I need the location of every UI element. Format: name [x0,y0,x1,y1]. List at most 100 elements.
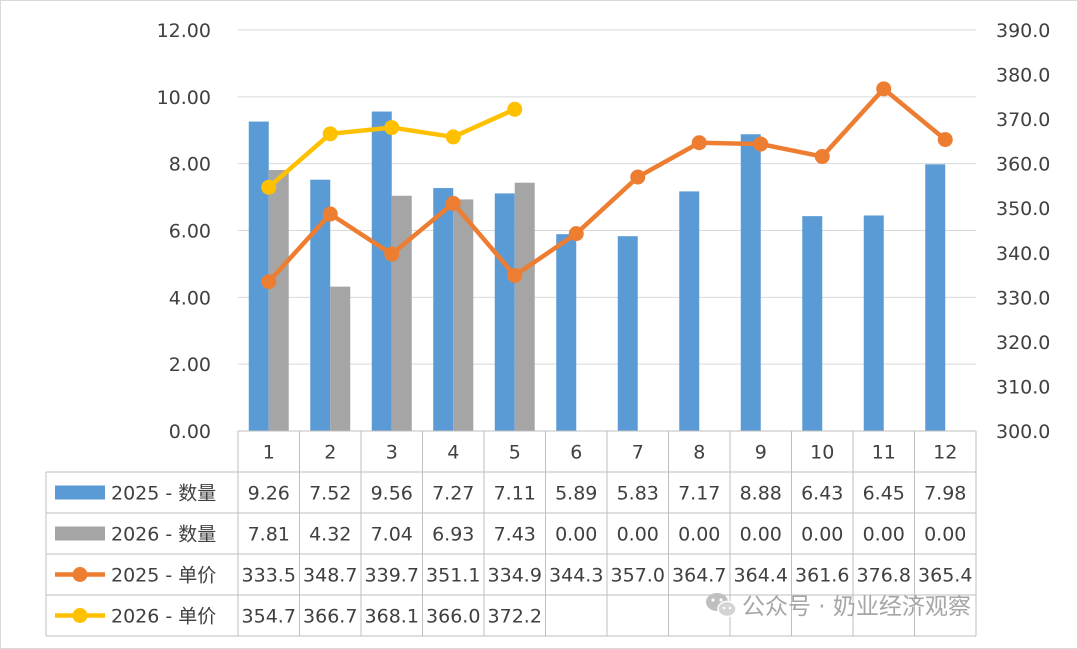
legend-key-marker [72,608,88,623]
data-label: 9.26 [248,483,290,505]
y-right-tick-label: 380.0 [996,65,1050,87]
data-label: 0.00 [678,524,720,546]
y-left-tick-label: 6.00 [169,221,211,243]
y-right-tick-label: 360.0 [996,154,1050,176]
data-label: 376.8 [857,565,911,587]
data-label: 7.98 [924,483,966,505]
data-label: 348.7 [303,565,357,587]
data-label: 6.45 [863,483,905,505]
line-point [261,179,277,195]
data-label: 8.88 [740,483,782,505]
data-label: 334.9 [488,565,542,587]
line-point [876,81,892,97]
data-label: 357.0 [611,565,665,587]
data-label: 351.1 [426,565,480,587]
data-label: 364.4 [734,565,788,587]
line-point [445,195,461,211]
line-point [261,274,277,290]
bar [925,164,946,431]
data-label: 354.7 [242,606,296,628]
bar [433,188,454,431]
data-label: 366.7 [303,606,357,628]
category-label: 5 [509,442,521,464]
category-label: 10 [810,442,834,464]
y-right-tick-label: 300.0 [996,421,1050,443]
category-label: 9 [755,442,767,464]
data-label: 7.43 [494,524,536,546]
data-label: 333.5 [242,565,296,587]
line-point [322,206,338,222]
data-label: 368.1 [365,606,419,628]
data-label: 0.00 [740,524,782,546]
data-label: 361.6 [795,565,849,587]
category-label: 2 [324,442,336,464]
data-label: 364.7 [672,565,726,587]
data-label: 0.00 [555,524,597,546]
line-point [753,136,769,152]
data-label: 0.00 [801,524,843,546]
bar [310,179,331,431]
bar [248,121,269,431]
data-label: 7.81 [248,524,290,546]
y-axis-right-ticks: 300.0 310.0 320.0 330.0 340.0 350.0 360.0 370.0… [996,20,1050,443]
bar [617,236,638,431]
line-series [261,81,953,290]
bar [863,215,884,431]
bar [514,182,535,431]
y-right-tick-label: 390.0 [996,20,1050,42]
data-label: 0.00 [863,524,905,546]
line-point [630,169,646,185]
data-label: 5.83 [617,483,659,505]
y-right-tick-label: 310.0 [996,376,1050,398]
data-label: 7.52 [309,483,351,505]
y-left-tick-label: 2.00 [169,354,211,376]
bar [371,111,392,431]
bar [556,234,577,431]
line-point [322,126,338,142]
data-label: 7.17 [678,483,720,505]
category-label: 6 [570,442,582,464]
y-right-tick-label: 340.0 [996,243,1050,265]
line-point [384,246,400,262]
wechat-icon [706,593,737,618]
series-line [266,86,948,284]
line-point [568,226,584,242]
series-name: 2026 - 数量 [111,524,216,546]
y-left-tick-label: 8.00 [169,154,211,176]
data-label: 5.89 [555,483,597,505]
y-left-tick-label: 12.00 [157,20,211,42]
data-label: 339.7 [365,565,419,587]
gridlines [238,29,976,365]
legend-key-bar [55,526,105,541]
bar-series [248,111,946,431]
category-label: 11 [872,442,896,464]
category-label: 7 [632,442,644,464]
bar [268,170,289,431]
data-label: 6.93 [432,524,474,546]
data-label: 0.00 [924,524,966,546]
legend-key-bar [55,485,105,500]
y-left-tick-label: 10.00 [157,87,211,109]
series-name: 2025 - 单价 [111,565,216,587]
bar [679,191,700,431]
y-axis-left-ticks: 0.00 2.00 4.00 6.00 8.00 10.00 12.00 [157,20,211,443]
y-right-tick-label: 370.0 [996,109,1050,131]
category-label: 8 [693,442,705,464]
legend-key-marker [72,567,88,582]
line-point [691,135,707,151]
category-label: 3 [386,442,398,464]
bar [802,216,823,431]
data-label: 344.3 [549,565,603,587]
watermark-text: 公众号 · 奶业经济观察 [742,594,971,620]
watermark: 公众号 · 奶业经济观察 [706,593,971,620]
series-name: 2026 - 单价 [111,606,216,628]
data-label: 365.4 [918,565,972,587]
line-point [384,120,400,136]
data-label: 366.0 [426,606,480,628]
bar [494,193,515,431]
data-label: 6.43 [801,483,843,505]
data-label: 7.11 [494,483,536,505]
